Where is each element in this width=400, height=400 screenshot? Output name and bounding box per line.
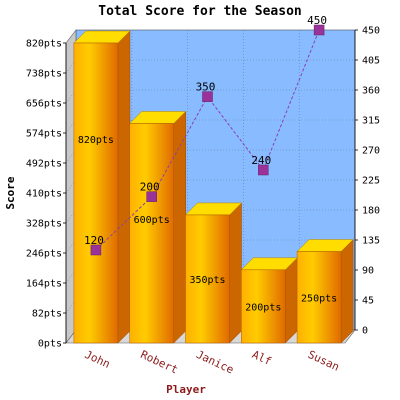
bar-side (229, 202, 242, 344)
y-left-tick-label: 410pts (26, 189, 62, 200)
bars: 820pts 600pts 350pts 200pts 250pts (73, 30, 354, 344)
line-point (202, 91, 213, 102)
bar-side (285, 257, 298, 344)
y-right-tick-label: 90 (362, 266, 374, 277)
y-axis-title: Score (4, 176, 17, 209)
y-left-tick-label: 492pts (26, 159, 62, 170)
x-tick-label: Alf (250, 348, 274, 368)
line-point (313, 24, 325, 36)
line-data-label: 240 (251, 154, 271, 167)
bar-side (117, 30, 131, 344)
line-point (258, 164, 269, 176)
y-right-tick-label: 360 (362, 86, 380, 97)
y-right-tick-label: 180 (362, 206, 380, 217)
y-left-tick-label: 656pts (26, 99, 62, 110)
y-left-tick-label: 738pts (26, 69, 62, 80)
bar-janice: 350pts (184, 202, 243, 344)
y-left-tick-label: 82pts (32, 309, 62, 320)
bar-side (340, 238, 354, 344)
bar-data-label: 200pts (245, 302, 281, 313)
y-right-tick-label: 315 (362, 116, 380, 127)
score-line: 120 200 350 240 450 (84, 14, 327, 256)
y-right-tick-label: 45 (362, 296, 374, 307)
y-left-tick-label: 164pts (26, 279, 62, 290)
chart-title: Total Score for the Season (98, 4, 302, 19)
y-right-tick-label: 270 (362, 146, 380, 157)
line-point (90, 244, 102, 256)
bar-data-label: 350pts (189, 275, 225, 286)
bar-front (73, 42, 119, 344)
y-left-tick-label: 328pts (26, 219, 62, 230)
y-left-tick-label: 820pts (26, 39, 62, 50)
x-tick-label: Robert (138, 348, 180, 377)
bar-front (241, 269, 286, 344)
bar-john: 820pts (73, 30, 131, 344)
y-left-tick-label: 574pts (26, 129, 62, 140)
bar-front (129, 123, 174, 344)
x-tick-label: Susan (306, 348, 342, 374)
x-tick-label: John (83, 348, 113, 371)
y-left-tick-label: 246pts (26, 249, 62, 260)
line-data-label: 350 (196, 81, 216, 94)
line-data-label: 450 (307, 14, 327, 27)
bar-front (185, 214, 230, 344)
y-right-tick-label: 450 (362, 26, 380, 37)
y-right-tick-label: 0 (362, 326, 368, 337)
bar-front (296, 251, 342, 344)
bar-robert: 600pts (129, 110, 187, 344)
line-point (146, 191, 157, 202)
x-axis-title: Player (166, 383, 206, 396)
y-right-tick-label: 405 (362, 56, 380, 67)
bar-susan: 250pts (296, 238, 354, 344)
bar-alf: 200pts (240, 257, 298, 344)
bar-data-label: 250pts (301, 293, 337, 304)
x-tick-label: Janice (194, 348, 236, 377)
line-data-label: 200 (140, 181, 160, 194)
y-left-tick-label: 0pts (38, 339, 62, 350)
y-right-tick-label: 225 (362, 176, 380, 187)
bar-data-label: 600pts (134, 215, 170, 226)
bar-data-label: 820pts (78, 135, 114, 146)
y-right-tick-label: 135 (362, 236, 380, 247)
bar-side (173, 110, 186, 344)
line-data-label: 120 (84, 234, 104, 247)
